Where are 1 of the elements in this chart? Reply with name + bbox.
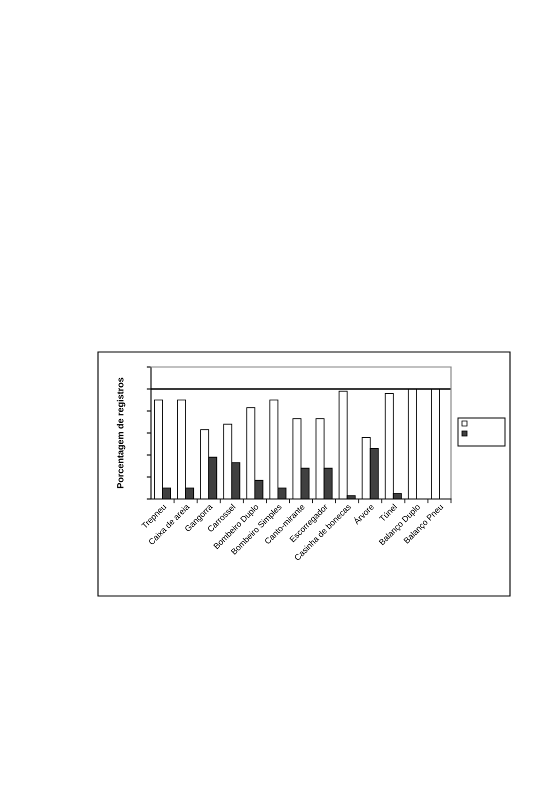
y-axis-title: Porcentagem de registros bbox=[116, 378, 126, 488]
